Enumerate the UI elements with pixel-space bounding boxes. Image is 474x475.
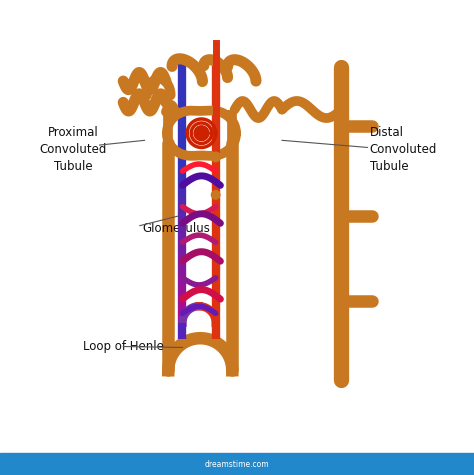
Circle shape — [211, 152, 220, 162]
Bar — [0, 453, 474, 475]
Circle shape — [194, 126, 209, 140]
Text: Distal
Convoluted
Tubule: Distal Convoluted Tubule — [370, 126, 437, 173]
Circle shape — [211, 190, 220, 199]
Text: Loop of Henle: Loop of Henle — [83, 340, 164, 353]
Text: Proximal
Convoluted
Tubule: Proximal Convoluted Tubule — [40, 126, 107, 173]
Text: dreamstime.com: dreamstime.com — [205, 460, 269, 468]
Text: Glomerulus: Glomerulus — [142, 221, 210, 235]
